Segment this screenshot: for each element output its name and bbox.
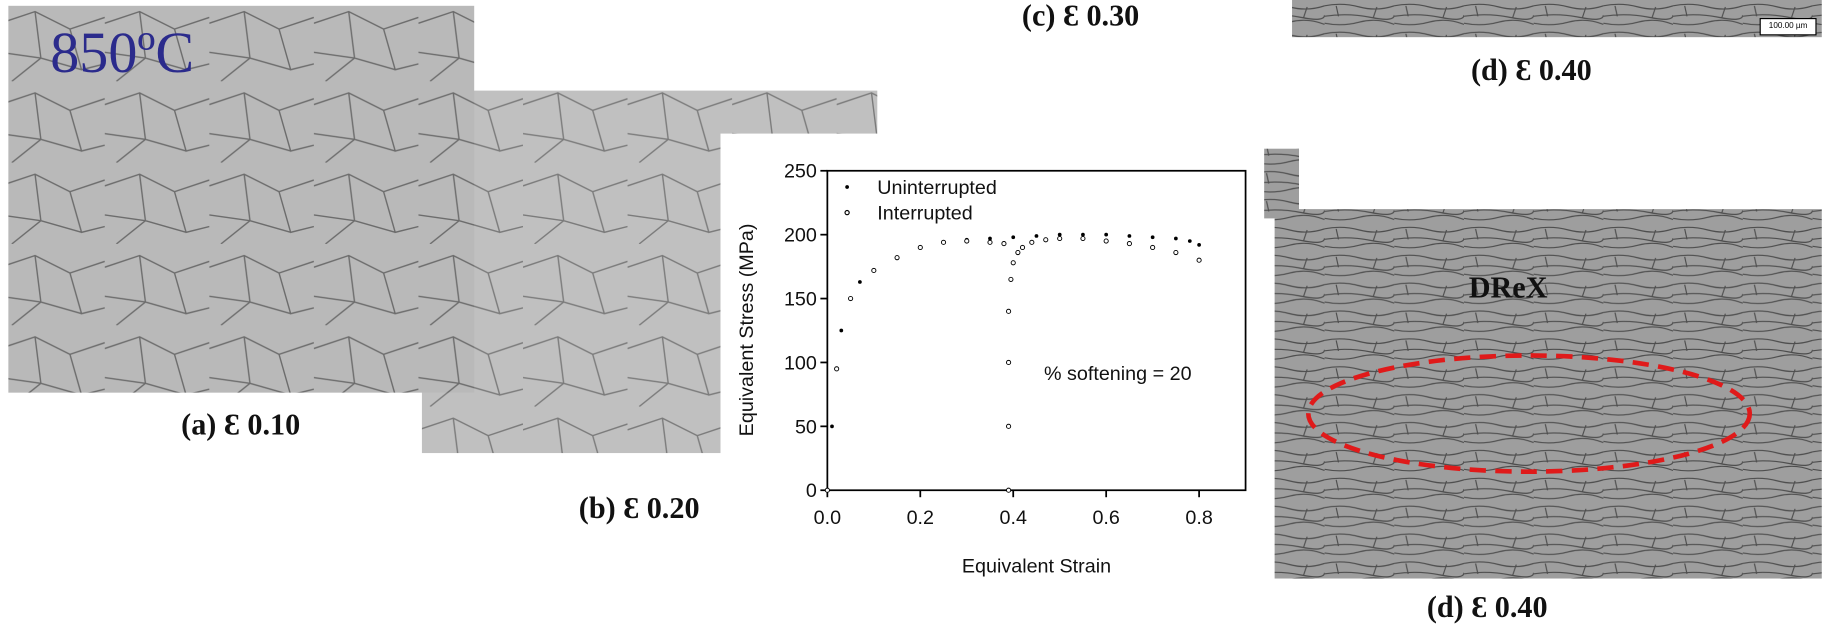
data-point	[1150, 244, 1156, 250]
data-point	[839, 328, 844, 333]
y-tick-label: 50	[795, 416, 817, 438]
data-point	[1015, 249, 1021, 256]
plot-frame	[826, 169, 1247, 492]
annotation: % softening = 20	[1044, 363, 1192, 385]
data-point	[848, 296, 854, 302]
data-point	[1150, 235, 1155, 240]
legend-marker	[845, 185, 849, 189]
data-point	[987, 239, 993, 245]
x-tick-label: 0.0	[814, 507, 841, 529]
caption: (b) Ɛ 0.20	[579, 491, 700, 525]
data-point	[1057, 235, 1063, 242]
data-point	[834, 366, 840, 372]
data-point	[917, 244, 923, 250]
x-axis-label: Equivalent Strain	[962, 556, 1111, 578]
micrograph-slice	[1264, 148, 1300, 219]
data-point	[1197, 243, 1201, 247]
micrograph-a	[8, 5, 475, 393]
y-axis-label: Equivalent Stress (MPa)	[736, 224, 758, 437]
data-point	[1103, 238, 1109, 244]
data-point	[1104, 232, 1109, 237]
legend-label: Uninterrupted	[877, 177, 997, 199]
data-point	[1034, 234, 1039, 238]
chart: Equivalent Strain Equivalent Stress (MPa…	[736, 161, 1247, 578]
data-point	[940, 239, 947, 245]
data-point	[1043, 237, 1049, 243]
data-point	[1187, 239, 1192, 243]
chart-background	[720, 133, 1261, 581]
legend-label: Interrupted	[877, 203, 972, 225]
y-tick-label: 250	[784, 161, 817, 183]
x-tick-label: 0.8	[1185, 507, 1212, 529]
data-point	[1196, 257, 1202, 263]
x-tick-label: 0.6	[1092, 507, 1119, 529]
data-point	[1006, 423, 1012, 429]
temperature-label: 850ºC	[50, 20, 194, 85]
data-point	[1008, 276, 1014, 282]
x-tick-label: 0.4	[1000, 507, 1027, 529]
data-point	[1019, 244, 1026, 250]
data-point	[1011, 235, 1016, 240]
data-point	[1127, 234, 1132, 238]
scale-bar	[1759, 18, 1817, 36]
data-point	[1057, 232, 1062, 237]
data-point	[1001, 241, 1007, 247]
y-tick-label: 200	[784, 225, 817, 247]
drex-region	[1305, 353, 1753, 474]
caption: (d) Ɛ 0.40	[1471, 53, 1592, 87]
x-tick-label: 0.2	[907, 507, 934, 529]
data-point	[1126, 241, 1132, 247]
data-point	[894, 255, 900, 261]
y-tick-label: 150	[784, 289, 817, 311]
micrograph-d	[1274, 209, 1822, 579]
data-point	[988, 236, 992, 241]
region-label: DReX	[1469, 270, 1548, 304]
micrograph-d-top	[1292, 0, 1822, 38]
data-point	[964, 238, 970, 244]
data-point	[1174, 236, 1178, 241]
caption: (a) Ɛ 0.10	[181, 407, 300, 441]
y-tick-label: 100	[784, 352, 817, 374]
scale-bar-label: 100.00 µm	[1769, 21, 1808, 30]
data-point	[1006, 308, 1012, 314]
data-point	[824, 487, 830, 493]
data-point	[1006, 487, 1012, 493]
data-point	[1081, 232, 1085, 237]
caption: (d) Ɛ 0.40	[1427, 590, 1548, 624]
data-point	[1080, 235, 1086, 242]
data-point	[1173, 249, 1179, 256]
caption: (c) Ɛ 0.30	[1022, 0, 1139, 33]
legend-marker	[844, 209, 850, 216]
data-point	[1010, 260, 1016, 266]
data-point	[1006, 359, 1012, 366]
data-point	[858, 280, 862, 284]
data-point	[1029, 239, 1035, 245]
data-point	[871, 267, 877, 274]
y-tick-label: 0	[806, 480, 817, 502]
data-point	[830, 424, 834, 429]
